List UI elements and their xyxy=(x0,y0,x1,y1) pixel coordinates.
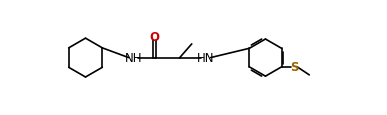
Text: S: S xyxy=(290,61,299,74)
Text: NH: NH xyxy=(125,52,142,65)
Text: O: O xyxy=(150,31,159,44)
Text: HN: HN xyxy=(197,52,214,65)
